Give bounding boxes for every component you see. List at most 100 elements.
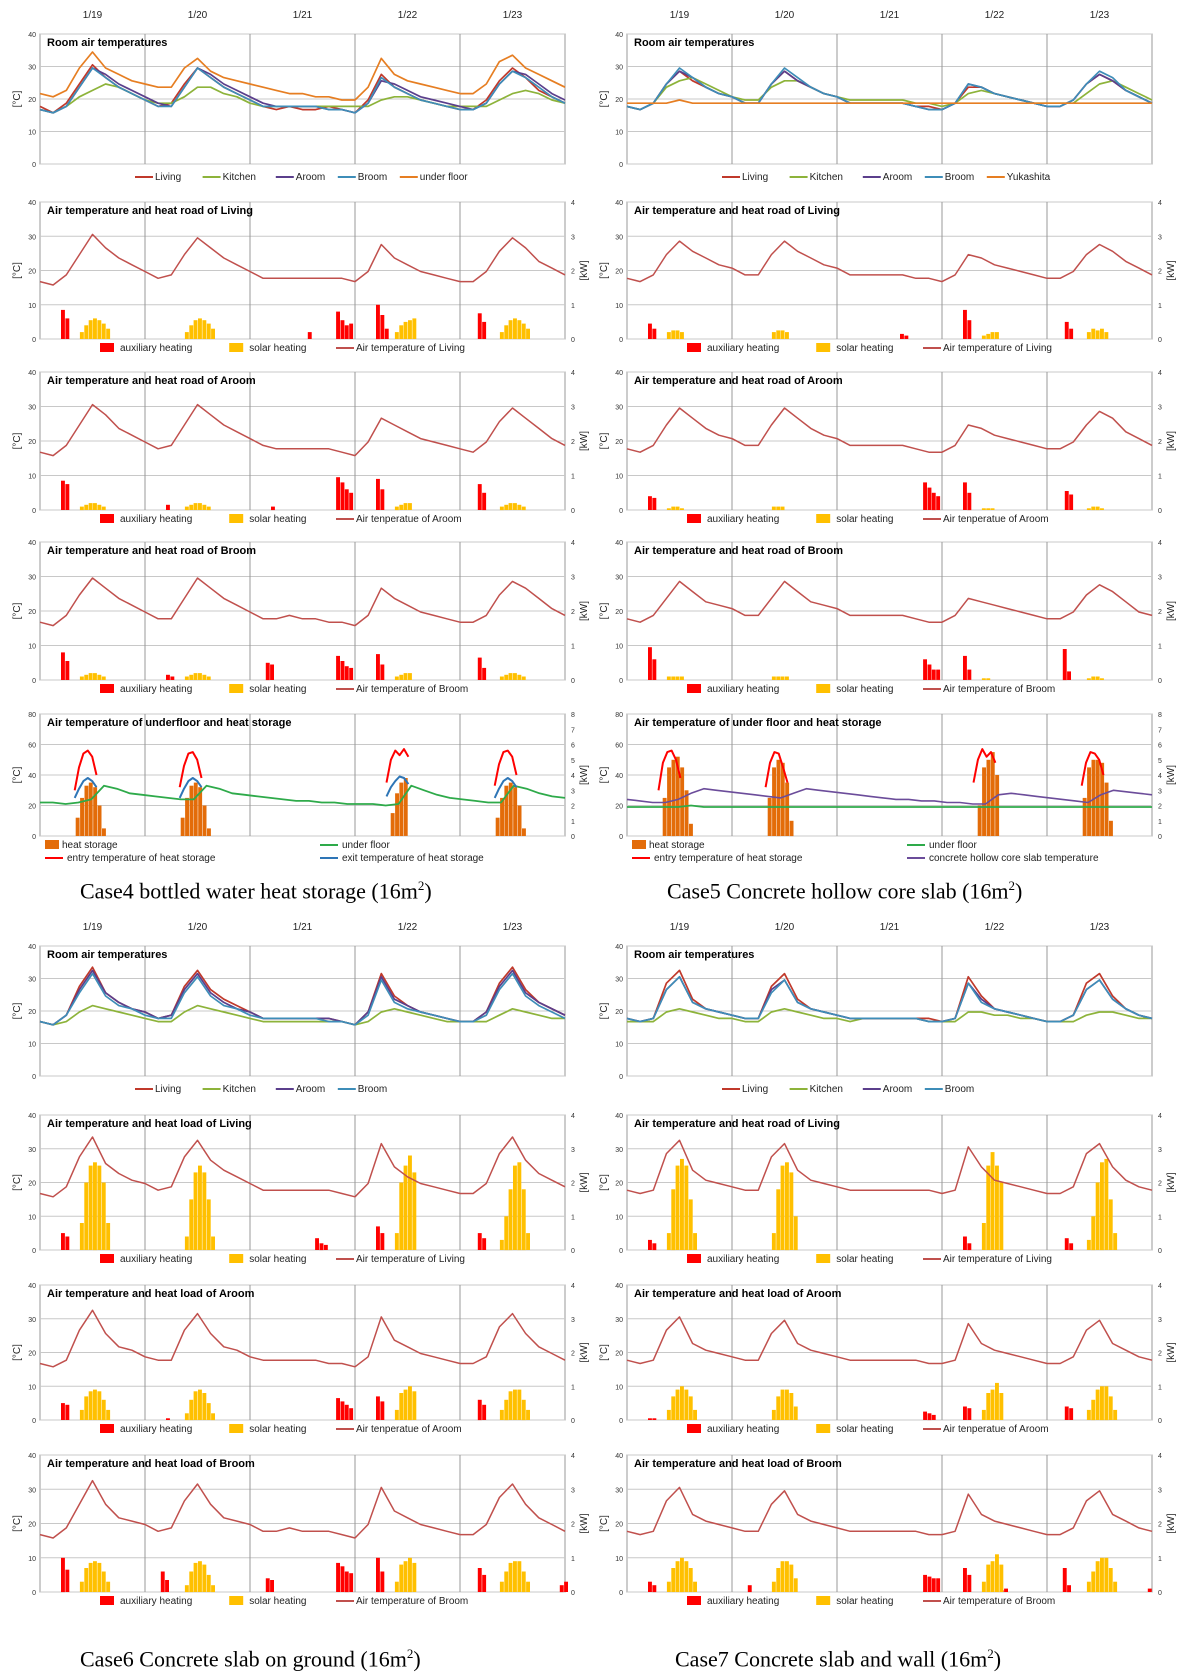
case3-panel3-solar-bar bbox=[1086, 1581, 1091, 1592]
case1-panel0-series-yukashita bbox=[627, 99, 1152, 105]
case1-panel4-ytick-right: 3 bbox=[1158, 788, 1162, 795]
case2-panel3-aux-bar bbox=[344, 1571, 349, 1593]
case3-panel0-series-broom bbox=[626, 975, 1153, 1023]
case0-panel3-aux-bar bbox=[270, 664, 274, 680]
case1-panel3-ylabel-temp: [°C] bbox=[599, 602, 610, 619]
case0-panel0-ytick-left: 20 bbox=[28, 97, 36, 104]
case0-panel2-aux-bar bbox=[376, 478, 380, 510]
case2-panel3-legend-label-0: auxiliary heating bbox=[120, 1596, 192, 1607]
case1-panel2-solar-bar bbox=[1091, 506, 1096, 511]
case0-panel2-ytick-right: 0 bbox=[571, 508, 575, 515]
case1-panel4-ytick-right: 5 bbox=[1158, 758, 1162, 765]
case0-panel1-solar-bar bbox=[517, 320, 522, 339]
case3-panel3-solar-bar bbox=[785, 1561, 789, 1592]
case3-panel3-ytick-left: 40 bbox=[615, 1453, 623, 1460]
case1-panel2-solar-bar bbox=[675, 506, 680, 511]
case3-panel3-solar-bar bbox=[684, 1561, 689, 1592]
case2-panel1-solar-bar bbox=[184, 1236, 189, 1250]
case2-panel2-solar-bar bbox=[101, 1399, 106, 1421]
case0-date-label: 1/21 bbox=[293, 10, 313, 21]
case2-panel1-solar-bar bbox=[408, 1155, 412, 1250]
case0-panel0-title: Room air temperatures bbox=[47, 37, 167, 49]
case1-panel4-legend-label-2: entry temperature of heat storage bbox=[654, 853, 803, 864]
case1-panel4-storage-bar bbox=[772, 767, 776, 836]
case2-panel2-aux-bar bbox=[166, 1418, 170, 1420]
case1-panel2-solar-bar bbox=[1100, 508, 1104, 510]
case2-panel1-title: Air temperature and heat load of Living bbox=[47, 1118, 252, 1130]
case0-panel0-series-under-floor bbox=[39, 51, 566, 101]
case1-panel2-ylabel-temp: [°C] bbox=[599, 432, 610, 449]
case0-panel4-entry-temp-line-3 bbox=[493, 749, 518, 786]
case0-date-label: 1/20 bbox=[188, 10, 208, 21]
case3-panel1-ytick-left: 30 bbox=[615, 1147, 623, 1154]
case0-panel1-ylabel-temp: [°C] bbox=[12, 262, 23, 279]
case2-panel3-solar-bar bbox=[97, 1562, 102, 1592]
case3-panel1-legend-label-0: auxiliary heating bbox=[707, 1254, 779, 1265]
case0-panel3-solar-bar bbox=[84, 674, 89, 680]
case2-panel2-ytick-left: 40 bbox=[28, 1283, 36, 1290]
case2-panel3-ytick-right: 3 bbox=[571, 1487, 575, 1494]
case2-panel3-solar-bar bbox=[88, 1562, 93, 1592]
case3-panel1-ylabel-power: [kW] bbox=[1166, 1172, 1177, 1192]
case3-panel3-solar-bar bbox=[693, 1581, 697, 1592]
case1-panel4-legend-swatch-0 bbox=[632, 840, 646, 849]
case0-panel2-ylabel-power: [kW] bbox=[579, 431, 590, 451]
case0-panel4-storage-bar bbox=[80, 797, 84, 836]
case2-panel3-solar-bar bbox=[394, 1581, 399, 1592]
case3-panel0-legend-label-1: Kitchen bbox=[810, 1084, 843, 1095]
case0-panel2-solar-bar bbox=[193, 503, 198, 510]
case2-panel3-aux-bar bbox=[336, 1562, 340, 1592]
case0-panel3-aux-bar bbox=[336, 655, 340, 680]
case1-panel1-air-temp-line bbox=[626, 240, 1153, 283]
case0-panel3-aux-bar bbox=[61, 652, 65, 680]
case0-panel1-aux-bar bbox=[384, 328, 389, 339]
case0-panel3-legend-label-2: Air temperature of Broom bbox=[356, 684, 468, 695]
case1-panel2-ytick-left: 20 bbox=[615, 439, 623, 446]
case2-panel2-aux-bar bbox=[477, 1399, 482, 1421]
case0-panel0-ylabel-temp: [°C] bbox=[12, 90, 23, 107]
case1-panel3-ytick-left: 40 bbox=[615, 540, 623, 547]
case3-panel3-aux-bar bbox=[963, 1568, 967, 1592]
case0-panel4-storage-bar bbox=[97, 805, 102, 836]
case1-panel4-ylabel-temp: [°C] bbox=[599, 766, 610, 783]
case1-panel0-ylabel-temp: [°C] bbox=[599, 90, 610, 107]
case2-panel3-solar-bar bbox=[184, 1585, 189, 1593]
case3-panel1-solar-bar bbox=[999, 1182, 1004, 1250]
case1-panel3-ytick-left: 20 bbox=[615, 609, 623, 616]
case0-panel3-solar-bar bbox=[499, 676, 504, 680]
case1-panel3-ytick-left: 10 bbox=[615, 644, 623, 651]
case0-panel2-solar-bar bbox=[521, 506, 526, 511]
case2-panel3-aux-bar bbox=[340, 1566, 345, 1592]
case3-panel3-solar-bar bbox=[986, 1564, 991, 1592]
case1-panel0-ytick-left: 20 bbox=[615, 97, 623, 104]
case3-panel2-aux-bar bbox=[963, 1406, 967, 1420]
case2-panel1-ytick-left: 10 bbox=[28, 1214, 36, 1221]
case3-panel3-solar-bar bbox=[793, 1578, 798, 1592]
case2-panel2-ytick-right: 4 bbox=[571, 1283, 575, 1290]
case2-panel2-ytick-right: 0 bbox=[571, 1418, 575, 1425]
case0-panel3-title: Air temperature and heat road of Broom bbox=[47, 545, 256, 557]
case0-panel3-solar-bar bbox=[79, 676, 84, 680]
case3-panel2-aux-bar bbox=[652, 1418, 657, 1420]
case1-panel3-solar-bar bbox=[986, 678, 991, 680]
case3-panel2-solar-bar bbox=[995, 1382, 999, 1420]
case0-panel0-ytick-left: 10 bbox=[28, 130, 36, 137]
case3-panel1-solar-bar bbox=[693, 1233, 697, 1250]
case0-panel2-legend-swatch-1 bbox=[229, 514, 244, 523]
case3-panel1-solar-bar bbox=[793, 1216, 798, 1251]
case1-panel2-air-temp-line bbox=[626, 407, 1153, 453]
case1-panel3-solar-bar bbox=[680, 676, 684, 680]
case0-panel2-ylabel-temp: [°C] bbox=[12, 432, 23, 449]
case0-panel1-solar-bar bbox=[88, 320, 93, 339]
case2-panel3-ytick-right: 0 bbox=[571, 1590, 575, 1597]
case1-panel1-aux-bar bbox=[900, 333, 904, 339]
case3-panel2-solar-bar bbox=[671, 1396, 676, 1420]
caption-case7: Case7 Concrete slab and wall (16m2) bbox=[675, 1646, 1002, 1672]
case3-panel3-aux-bar bbox=[1147, 1588, 1152, 1592]
case0-date-label: 1/22 bbox=[398, 10, 418, 21]
case3-panel2-solar-bar bbox=[684, 1389, 689, 1420]
case3-date-label: 1/23 bbox=[1090, 922, 1110, 933]
case2-panel3-solar-bar bbox=[84, 1568, 89, 1592]
case2-panel0-ytick-left: 0 bbox=[32, 1074, 36, 1081]
case0-panel0-legend-label-2: Aroom bbox=[296, 172, 325, 183]
